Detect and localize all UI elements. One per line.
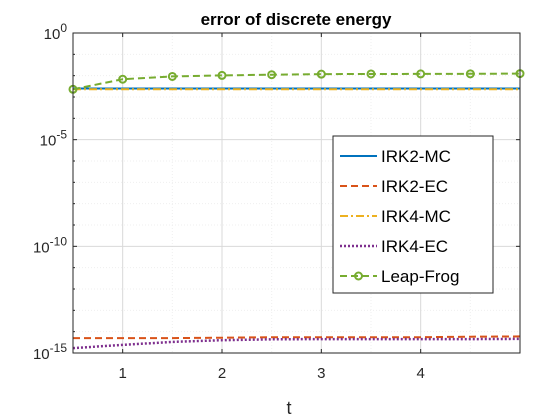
x-tick-label: 2	[218, 365, 226, 382]
ticks	[73, 32, 520, 354]
x-axis-label: t	[286, 398, 291, 418]
x-tick-label: 1	[118, 365, 126, 382]
legend-label: IRK2-EC	[381, 177, 448, 196]
x-tick-label: 4	[416, 365, 424, 382]
series-point-leap-frog	[416, 69, 426, 79]
axes-box	[72, 32, 521, 354]
legend: IRK2-MC IRK2-EC IRK4-MC IRK4-EC Leap-Frog	[332, 135, 494, 294]
chart-title: error of discrete energy	[201, 10, 392, 29]
series-point-leap-frog	[316, 69, 326, 79]
legend-box	[332, 135, 494, 294]
series-line-irk4-ec	[72, 337, 521, 350]
series-point-leap-frog	[167, 71, 177, 81]
legend-label: IRK4-EC	[381, 237, 448, 256]
series-line-irk2-ec	[73, 335, 521, 340]
y-tick-label: 10-5	[40, 128, 68, 150]
legend-label: IRK4-MC	[381, 207, 451, 226]
y-tick-label: 10-15	[33, 341, 67, 363]
series-point-leap-frog	[118, 74, 128, 84]
legend-marker	[354, 271, 363, 281]
y-tick-label: 100	[44, 21, 68, 43]
series-point-leap-frog	[366, 69, 376, 79]
series-point-leap-frog	[217, 70, 227, 80]
series-line-leap-frog	[72, 72, 521, 91]
x-tick-label: 3	[317, 365, 325, 382]
series-point-leap-frog	[465, 69, 475, 79]
series-point-leap-frog	[267, 70, 277, 80]
y-tick-label: 10-10	[33, 234, 67, 256]
legend-label: Leap-Frog	[381, 267, 459, 286]
tick-labels: 1 2 3 4 100 10-5 10-10 10-15	[33, 21, 425, 382]
series-group	[68, 69, 525, 350]
legend-label: IRK2-MC	[381, 147, 451, 166]
